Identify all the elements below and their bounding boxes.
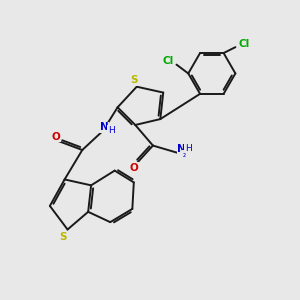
Text: O: O <box>51 132 60 142</box>
Text: H: H <box>185 144 192 153</box>
Text: S: S <box>130 75 138 85</box>
Text: ₂: ₂ <box>182 150 185 159</box>
Text: O: O <box>129 163 138 173</box>
Text: Cl: Cl <box>238 39 249 49</box>
Text: N: N <box>100 122 109 132</box>
Text: Cl: Cl <box>163 56 174 66</box>
Text: S: S <box>59 232 67 242</box>
Text: H: H <box>108 126 115 135</box>
Text: N: N <box>177 143 186 154</box>
